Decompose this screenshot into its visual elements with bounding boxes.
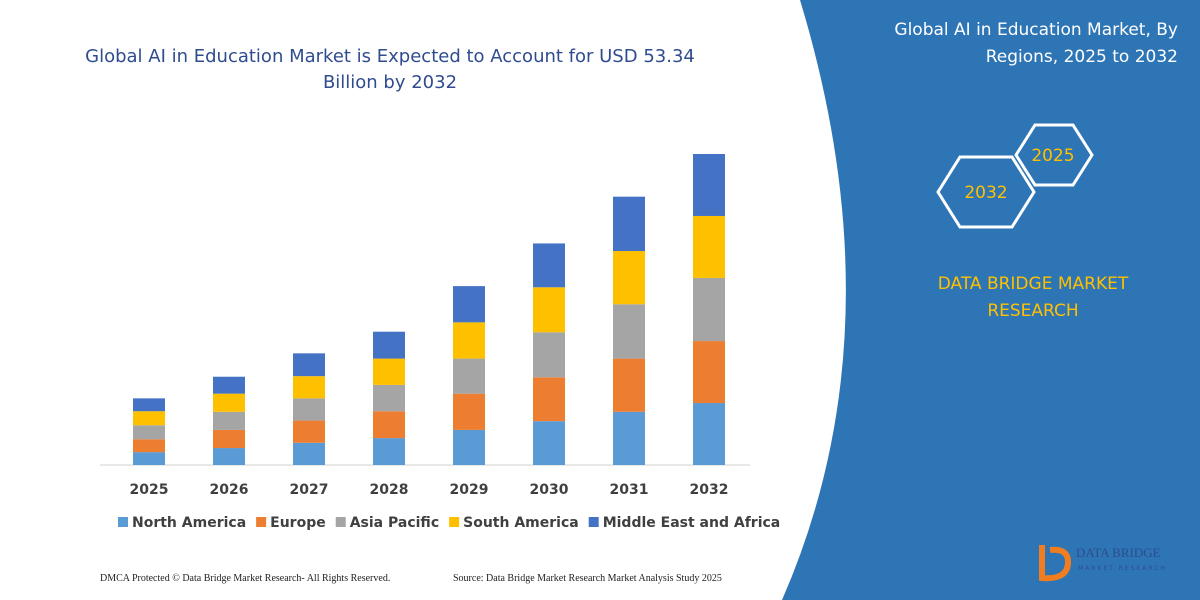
bar-segment (133, 439, 165, 453)
bar-segment (213, 411, 245, 430)
bar-segment (213, 448, 245, 465)
bar-segment (453, 286, 485, 323)
hexagon (936, 155, 1036, 229)
bar-segment (293, 420, 325, 443)
bar-segment (213, 429, 245, 449)
bar-segment (693, 154, 725, 216)
bar-segment (453, 322, 485, 359)
bar-segment (373, 438, 405, 465)
legend-label: Asia Pacific (350, 515, 439, 531)
legend-label: North America (132, 515, 246, 531)
bar-segment (133, 398, 165, 412)
hexagon-label: 2025 (1031, 146, 1074, 166)
bar-segment (613, 251, 645, 305)
bar-segment (293, 442, 325, 465)
bar-segment (373, 384, 405, 412)
bar-segment (533, 287, 565, 333)
logo-icon (1039, 545, 1072, 582)
side-panel (782, 0, 1200, 600)
bar-segment (693, 403, 725, 465)
bar-segment (373, 331, 405, 359)
bar-segment (373, 358, 405, 385)
hexagon-label: 2032 (964, 183, 1007, 203)
footer-source: Source: Data Bridge Market Research Mark… (453, 573, 722, 584)
bar-segment (613, 358, 645, 412)
bar-segment (533, 377, 565, 422)
x-tick-label: 2025 (130, 482, 169, 498)
bar-segment (453, 358, 485, 394)
bar-segment (373, 411, 405, 439)
bar-segment (533, 243, 565, 288)
bar-segment (453, 393, 485, 430)
bar-segment (213, 376, 245, 394)
bar-segment (133, 411, 165, 426)
bar-segment (533, 421, 565, 465)
chart-title: Global AI in Education Market is Expecte… (85, 46, 695, 93)
x-tick-label: 2031 (610, 482, 649, 498)
x-tick-label: 2027 (290, 482, 329, 498)
legend-swatch (335, 517, 346, 527)
bar-segment (693, 215, 725, 278)
bar-segment (693, 341, 725, 404)
bar-segment (293, 353, 325, 377)
legend-swatch (588, 517, 599, 527)
bar-segment (453, 429, 485, 465)
bar-segment (213, 393, 245, 412)
bar-segment (133, 425, 165, 440)
legend-swatch (449, 517, 460, 527)
panel-title: Global AI in Education Market, By Region… (894, 20, 1178, 67)
brand: DATA BRIDGE MARKET RESEARCH (937, 274, 1129, 321)
legend-label: Europe (270, 515, 326, 531)
logo-tagline: MARKET RESEARCH (1078, 565, 1167, 572)
legend-label: Middle East and Africa (603, 515, 781, 531)
logo-name: DATA BRIDGE (1076, 545, 1161, 560)
bar-segment (613, 411, 645, 465)
legend-swatch (118, 517, 128, 527)
legend-label: South America (463, 515, 579, 531)
bar-segment (613, 304, 645, 359)
bar-segment (133, 452, 165, 465)
bar-segment (293, 398, 325, 421)
bar-segment (693, 277, 725, 342)
x-tick-label: 2028 (370, 482, 409, 498)
bar-segment (613, 196, 645, 252)
x-tick-label: 2026 (210, 482, 249, 498)
x-tick-label: 2029 (450, 482, 489, 498)
footer-copyright: DMCA Protected © Data Bridge Market Rese… (100, 573, 390, 584)
x-tick-label: 2030 (530, 482, 569, 498)
bar-segment (293, 376, 325, 399)
legend-swatch (256, 517, 267, 527)
x-tick-label: 2032 (690, 482, 729, 498)
hexagon (1014, 123, 1094, 187)
bar-segment (533, 332, 565, 378)
